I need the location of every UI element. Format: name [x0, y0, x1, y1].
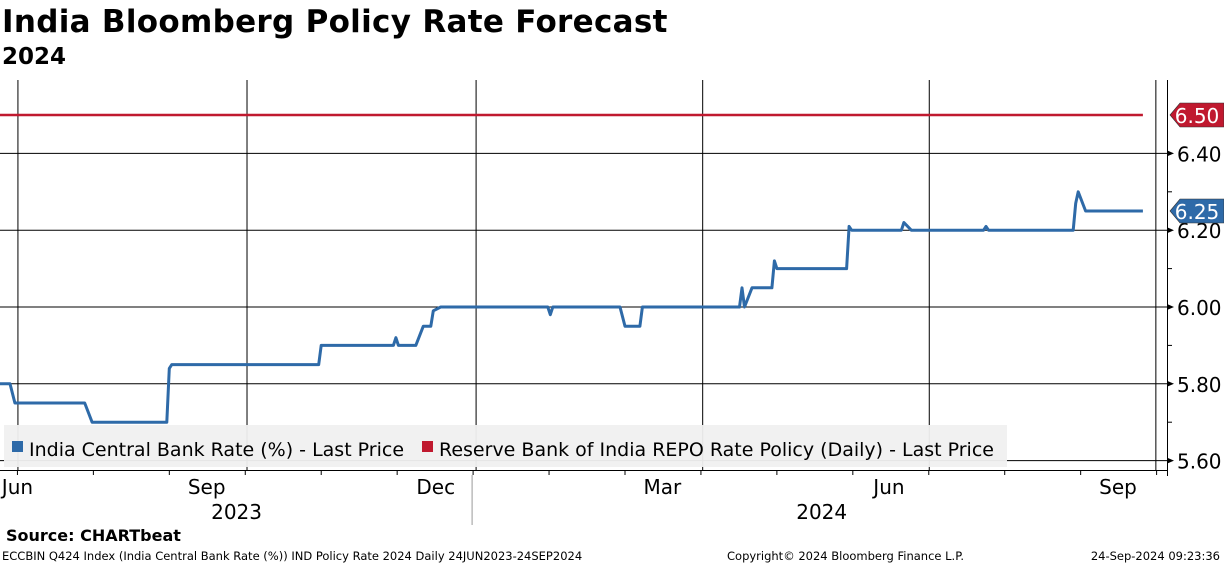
- legend-swatch: [12, 441, 23, 452]
- footer-timestamp: 24-Sep-2024 09:23:36: [1090, 549, 1220, 563]
- y-tick-label: 5.60: [1177, 450, 1222, 474]
- y-tick-mark: [1167, 380, 1174, 387]
- legend-box: [4, 425, 1007, 467]
- legend-label: India Central Bank Rate (%) - Last Price: [29, 439, 404, 461]
- y-tick-label: 6.00: [1177, 296, 1222, 320]
- last-value-tag: [1169, 102, 1224, 128]
- x-tick-label: Sep: [188, 475, 226, 499]
- chart-title: India Bloomberg Policy Rate Forecast: [2, 4, 668, 40]
- x-tick-label: Jun: [871, 475, 904, 499]
- footer-copyright: Copyright© 2024 Bloomberg Finance L.P.: [727, 549, 964, 563]
- x-year-label: 2024: [796, 500, 847, 524]
- y-tick-mark: [1167, 304, 1174, 310]
- x-tick-label: Jun: [0, 475, 33, 499]
- y-tick-mark: [1167, 457, 1174, 464]
- x-year-label: 2023: [211, 500, 262, 524]
- x-tick-label: Sep: [1099, 475, 1137, 499]
- last-value-label: 6.50: [1175, 104, 1220, 128]
- x-tick-label: Dec: [416, 475, 455, 499]
- last-value-tag: [1169, 198, 1224, 224]
- y-tick-label: 6.40: [1177, 142, 1222, 166]
- y-tick-mark: [1167, 150, 1174, 157]
- y-tick-mark: [1167, 227, 1174, 234]
- last-value-label: 6.25: [1175, 200, 1220, 224]
- legend-label: Reserve Bank of India REPO Rate Policy (…: [439, 439, 994, 461]
- y-tick-label: 5.80: [1177, 373, 1222, 397]
- x-tick-label: Mar: [643, 475, 682, 499]
- footer-description: ECCBIN Q424 Index (India Central Bank Ra…: [2, 549, 583, 563]
- series-line-0: [0, 190, 1143, 424]
- chart-subtitle: 2024: [2, 44, 67, 70]
- source-note: Source: CHARTbeat: [6, 526, 181, 545]
- legend-swatch: [422, 441, 433, 452]
